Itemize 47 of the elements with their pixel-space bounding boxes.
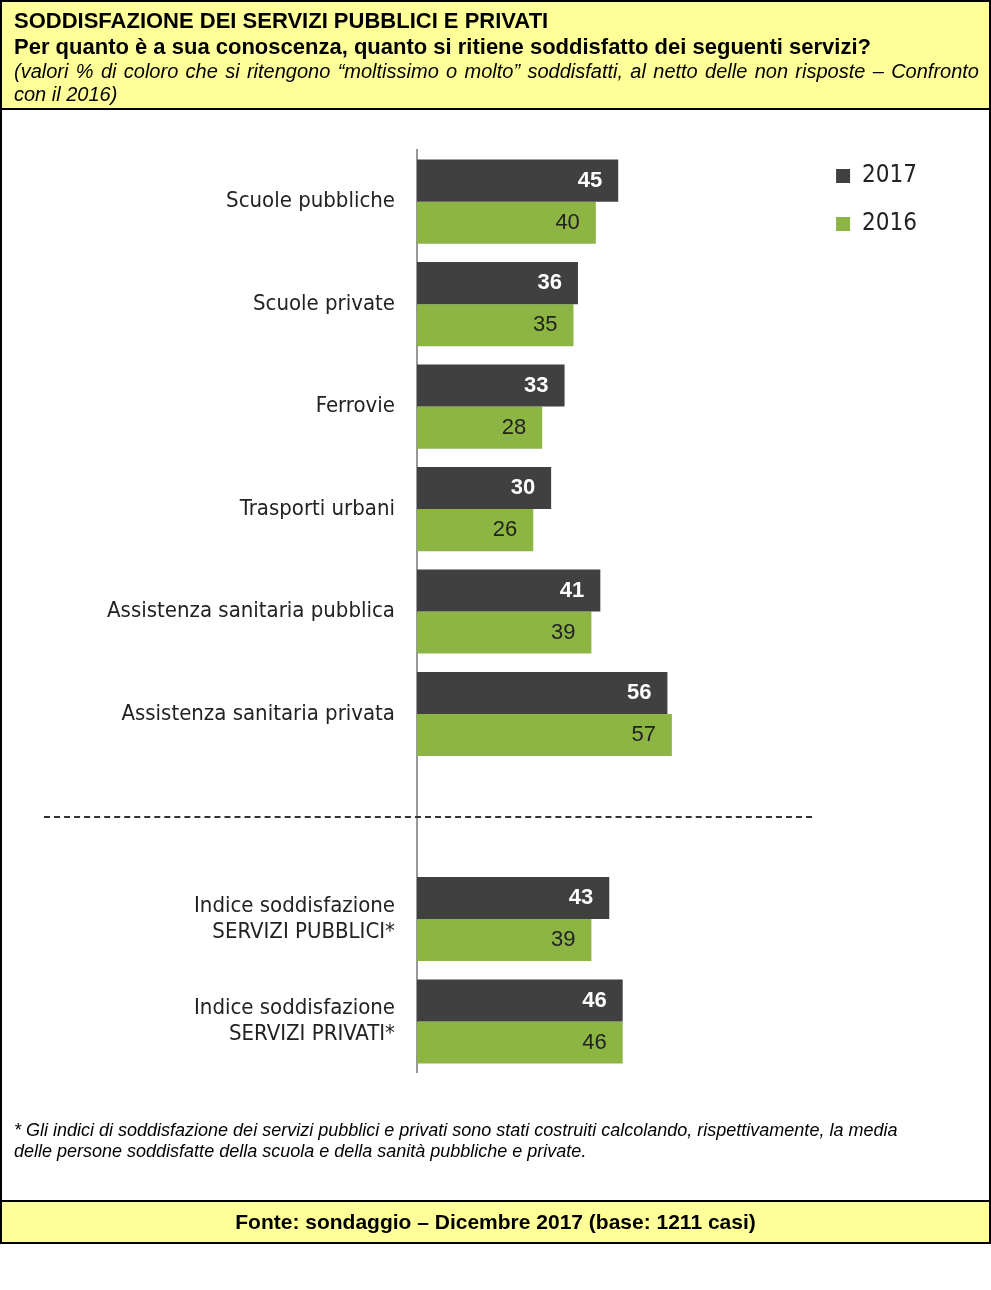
text: (valori % di coloro che si ritengono “moltissimo o molto” soddisfatti, al netto delle non risposte – Confronto con il 2016) — [14, 60, 979, 106]
data-label: 33 — [524, 371, 549, 397]
data-label: 41 — [559, 576, 585, 602]
data-label: 43 — [568, 884, 594, 910]
y-tick-label: Assistenza sanitaria privata — [121, 699, 395, 725]
y-tick-label: Scuole private — [252, 289, 395, 315]
data-label: 28 — [501, 413, 527, 439]
data-label: 30 — [510, 474, 536, 500]
legend-label: 2017 — [862, 160, 917, 189]
data-label: 39 — [550, 926, 576, 952]
text: * Gli indici di soddisfazione dei servizi pubblici e privati sono stati costruiti calcolando, rispettivamente, la media delle persone soddisfatte della scuola e della sanità pubbliche e private. — [13, 1120, 899, 1162]
y-tick-label: Assistenza sanitaria pubblica — [107, 597, 395, 623]
data-label: 46 — [582, 986, 607, 1012]
bar — [417, 262, 578, 305]
legend-label: 2016 — [862, 208, 917, 237]
y-tick-label: Trasporti urbani — [238, 494, 395, 520]
y-tick-label: Scuole pubbliche — [226, 187, 395, 213]
y-tick-label: Ferrovie — [315, 392, 395, 418]
data-label: 56 — [626, 679, 652, 705]
y-tick-label: Indice soddisfazione SERVIZI PRIVATI* — [194, 994, 396, 1046]
bar — [417, 406, 543, 449]
bar — [417, 201, 596, 244]
data-label: 36 — [537, 269, 562, 295]
data-label: 39 — [550, 618, 576, 644]
data-label: 35 — [533, 311, 558, 337]
bar — [417, 877, 610, 920]
bar — [417, 1021, 623, 1064]
bar — [417, 672, 668, 715]
y-tick-label: Indice soddisfazione SERVIZI PUBBLICI* — [194, 891, 396, 943]
data-label: 46 — [582, 1028, 607, 1054]
bar — [417, 467, 552, 510]
bar — [417, 159, 619, 202]
source-note: Fonte: sondaggio – Dicembre 2017 (base: 1211 casi) — [2, 1200, 989, 1242]
data-label: 26 — [492, 516, 518, 542]
data-label: 57 — [631, 721, 656, 747]
data-label: 45 — [577, 166, 603, 192]
chart-title: SODDISFAZIONE DEI SERVIZI PUBBLICI E PRIVATI — [14, 8, 550, 34]
bar — [417, 919, 592, 962]
chart-subtitle: Per quanto è a sua conoscenza, quanto si ritiene soddisfatto dei seguenti servizi? — [14, 34, 872, 60]
bar — [417, 569, 601, 612]
bar — [417, 364, 565, 407]
bar — [417, 304, 574, 347]
data-label: 40 — [555, 208, 580, 234]
bar — [417, 979, 623, 1022]
bar — [417, 611, 592, 654]
bar — [417, 509, 534, 552]
bar — [417, 714, 672, 757]
